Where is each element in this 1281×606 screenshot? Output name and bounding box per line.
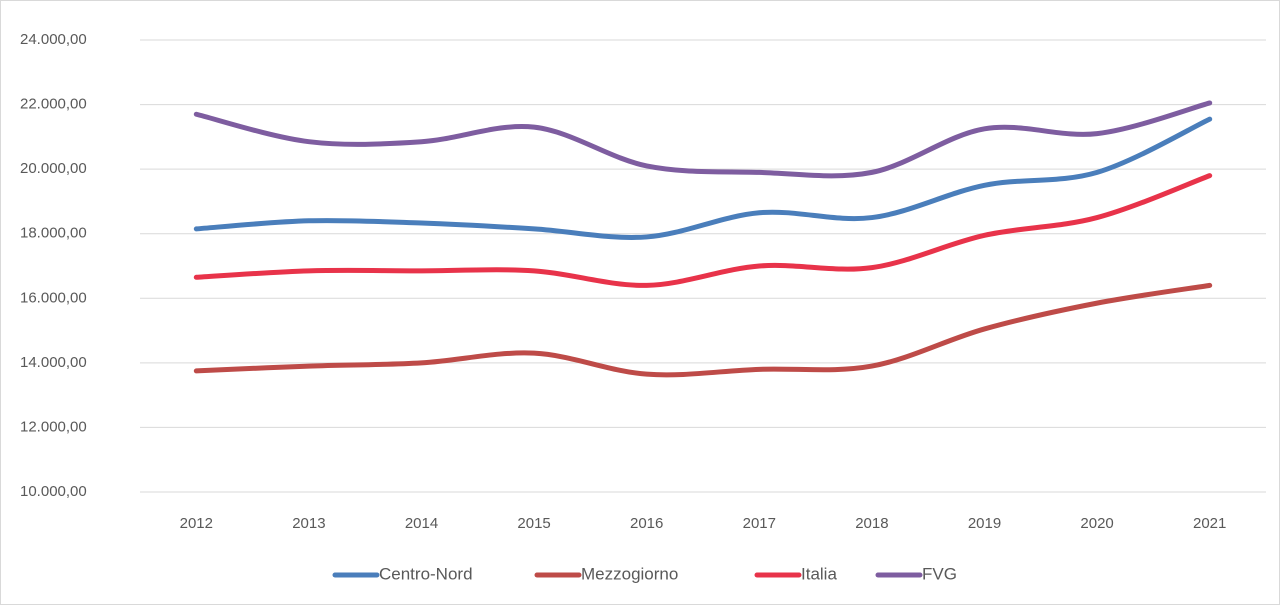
legend-label: Mezzogiorno <box>581 564 678 583</box>
series-line <box>193 282 1213 378</box>
y-tick-label: 14.000,00 <box>20 354 87 371</box>
y-tick-label: 16.000,00 <box>20 289 87 306</box>
x-tick-label: 2012 <box>180 515 213 532</box>
y-tick-label: 24.000,00 <box>20 31 87 48</box>
y-tick-label: 18.000,00 <box>20 225 87 242</box>
legend-label: FVG <box>922 564 957 583</box>
x-tick-label: 2017 <box>743 515 776 532</box>
x-tick-label: 2019 <box>968 515 1001 532</box>
legend-label: Italia <box>801 564 837 583</box>
x-tick-label: 2018 <box>855 515 888 532</box>
legend-label: Centro-Nord <box>379 564 473 583</box>
y-tick-label: 20.000,00 <box>20 160 87 177</box>
y-tick-label: 10.000,00 <box>20 483 87 500</box>
x-tick-label: 2015 <box>517 515 550 532</box>
x-tick-label: 2016 <box>630 515 663 532</box>
series-line <box>193 100 1213 179</box>
x-tick-label: 2014 <box>405 515 438 532</box>
x-tick-label: 2021 <box>1193 515 1226 532</box>
y-tick-label: 22.000,00 <box>20 96 87 113</box>
x-tick-label: 2013 <box>292 515 325 532</box>
x-tick-label: 2020 <box>1080 515 1113 532</box>
y-tick-label: 12.000,00 <box>20 418 87 435</box>
series-line <box>193 173 1213 288</box>
series-line <box>193 116 1213 240</box>
